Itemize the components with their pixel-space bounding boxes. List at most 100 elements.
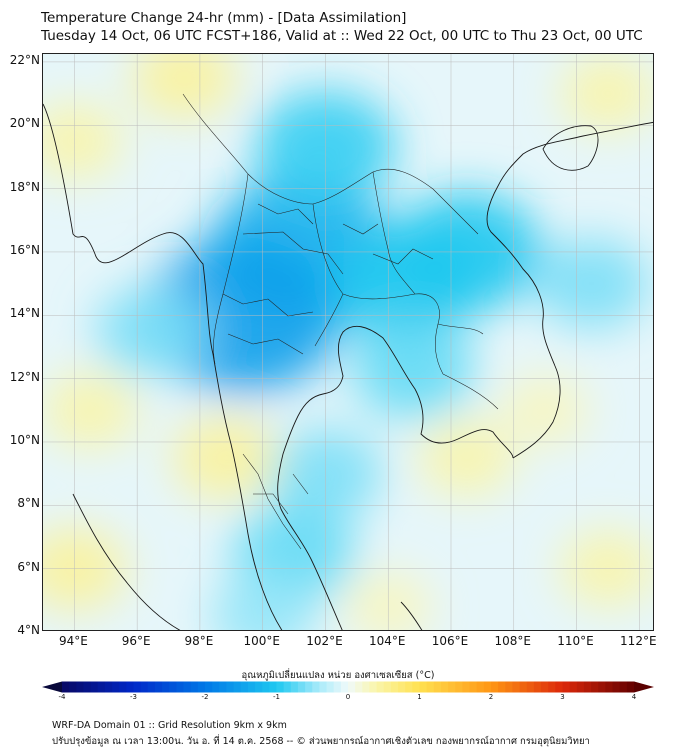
colorbar-tick-label: -2	[201, 693, 209, 701]
colorbar-cell	[376, 681, 385, 693]
colorbar-cell	[169, 681, 177, 693]
anomaly-blue-cambodia	[351, 319, 475, 419]
graticule	[43, 54, 653, 630]
colorbar-cell	[448, 681, 456, 693]
colorbar-cell	[233, 681, 242, 693]
colorbar-cell	[297, 681, 306, 693]
lat-label: 16°N	[9, 242, 40, 257]
colorbar-tick-label: 0	[345, 693, 351, 701]
colorbar-cell	[133, 681, 142, 693]
colorbar-cell	[255, 681, 263, 693]
anomaly-blue-south-china-sea	[535, 238, 650, 330]
anomaly-field	[43, 54, 653, 630]
colorbar-cell	[140, 681, 149, 693]
colorbar-tick-label: 1	[417, 693, 422, 701]
colorbar-cell	[283, 681, 292, 693]
colorbar-cell	[312, 681, 320, 693]
anomaly-yellow-gulf-se	[418, 419, 515, 497]
colorbar-cell	[626, 681, 635, 693]
colorbar-cell	[491, 681, 499, 693]
colorbar-cell	[562, 681, 571, 693]
colorbar-cell	[205, 681, 213, 693]
colorbar-cell	[226, 681, 235, 693]
update-info: ปรับปรุงข้อมูล ณ เวลา 13:00น. วัน อ. ที่…	[52, 736, 590, 747]
colorbar-cell	[147, 681, 156, 693]
lat-label: 4°N	[17, 623, 40, 637]
colorbar-cell	[390, 681, 399, 693]
colorbar-cell	[276, 681, 285, 693]
colorbar-cell	[583, 681, 592, 693]
map-title: Temperature Change 24-hr (mm) - [Data As…	[41, 10, 407, 26]
lat-label: 6°N	[17, 559, 40, 574]
lat-label: 22°N	[9, 52, 40, 67]
colorbar-cell	[262, 681, 270, 693]
colorbar-cell	[541, 681, 549, 693]
colorbar-cell	[212, 681, 220, 693]
colorbar-cell	[348, 681, 356, 693]
lon-label: 98°E	[184, 634, 214, 648]
colorbar-cell	[76, 681, 84, 693]
colorbar-cell	[247, 681, 256, 693]
colorbar-cell	[462, 681, 471, 693]
colorbar-cell	[326, 681, 335, 693]
colorbar-max-arrow	[634, 681, 654, 693]
colorbar-cell	[569, 681, 578, 693]
colorbar-cell	[333, 681, 342, 693]
lon-label: 104°E	[368, 634, 406, 648]
anomaly-yellow-north	[131, 54, 237, 120]
lat-label: 12°N	[9, 369, 40, 384]
colorbar-cell	[305, 681, 313, 693]
colorbar-cell	[612, 681, 621, 693]
colorbar-cell	[519, 681, 528, 693]
anomaly-yellow-nw	[43, 102, 123, 180]
colorbar-cell	[505, 681, 513, 693]
anomaly-blue-andaman	[95, 285, 210, 377]
colorbar-cell	[533, 681, 542, 693]
colorbar-cell	[69, 681, 77, 693]
colorbar-tick-label: -1	[273, 693, 280, 701]
colorbar-cell	[340, 681, 349, 693]
colorbar-cell	[555, 681, 563, 693]
colorbar-cell	[483, 681, 492, 693]
colorbar-title: อุณหภูมิเปลี่ยนแปลง หน่วย องศาเซลเซียส (…	[241, 670, 435, 681]
lon-label: 100°E	[243, 634, 280, 648]
lon-label: 94°E	[58, 634, 88, 648]
anomaly-yellow-east	[501, 375, 589, 446]
lat-label: 18°N	[9, 179, 40, 194]
lat-label: 14°N	[9, 306, 40, 321]
lon-label: 110°E	[557, 634, 594, 648]
colorbar-tick-label: -3	[130, 693, 137, 701]
colorbar-cell	[190, 681, 199, 693]
colorbar-cell	[162, 681, 170, 693]
colorbar-min-arrow	[42, 681, 62, 693]
lat-label: 8°N	[17, 496, 40, 511]
colorbar-cell	[97, 681, 106, 693]
colorbar-cell	[605, 681, 614, 693]
colorbar-tick-label: 4	[631, 693, 637, 701]
colorbar-cell	[104, 681, 113, 693]
colorbar-cell	[319, 681, 328, 693]
lon-label: 108°E	[494, 634, 532, 648]
anomaly-yellow-ne	[559, 55, 653, 132]
colorbar-cell	[362, 681, 370, 693]
lat-label: 20°N	[9, 116, 40, 131]
colorbar-cell	[183, 681, 192, 693]
colorbar-cell	[419, 681, 428, 693]
map-panel	[42, 53, 654, 631]
colorbar-cell	[591, 681, 599, 693]
colorbar-cell	[126, 681, 134, 693]
colorbar-tick-label: 2	[488, 693, 494, 701]
admin-borders	[182, 93, 499, 550]
colorbar-cell	[119, 681, 127, 693]
colorbar-cell	[412, 681, 420, 693]
colorbar-cell	[90, 681, 99, 693]
colorbar-cell	[512, 681, 521, 693]
lon-label: 96°E	[121, 634, 151, 648]
coastlines	[43, 103, 653, 630]
colorbar-cell	[154, 681, 163, 693]
colorbar-tick-label: -4	[58, 693, 66, 701]
colorbar-cell	[476, 681, 485, 693]
colorbar-cell	[433, 681, 442, 693]
colorbar-cell	[240, 681, 249, 693]
colorbar-cell	[598, 681, 606, 693]
